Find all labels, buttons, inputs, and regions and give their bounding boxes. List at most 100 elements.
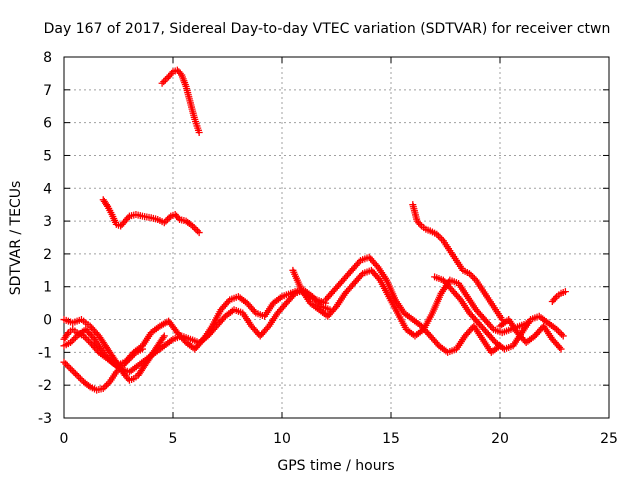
data-point bbox=[263, 324, 271, 332]
data-point bbox=[195, 229, 203, 237]
data-point bbox=[438, 235, 446, 243]
y-tick-label: -3 bbox=[38, 411, 52, 427]
data-point bbox=[434, 232, 442, 240]
data-point bbox=[124, 214, 132, 222]
data-point bbox=[125, 355, 133, 363]
x-tick-label: 15 bbox=[382, 431, 400, 447]
data-points bbox=[60, 66, 569, 394]
data-point bbox=[557, 345, 565, 353]
x-tick-labels: 0 5 10 15 20 25 bbox=[60, 431, 618, 447]
data-point bbox=[124, 357, 132, 365]
data-point bbox=[164, 215, 172, 223]
y-tick-label: 7 bbox=[43, 83, 52, 99]
y-tick-label: -1 bbox=[38, 345, 52, 361]
x-tick-label: 20 bbox=[491, 431, 509, 447]
data-point bbox=[103, 201, 111, 209]
data-point bbox=[465, 270, 473, 278]
chart-title: Day 167 of 2017, Sidereal Day-to-day VTE… bbox=[44, 21, 611, 37]
data-point bbox=[130, 350, 138, 358]
data-point bbox=[112, 368, 120, 376]
y-tick-label: 0 bbox=[43, 313, 52, 329]
x-tick-label: 25 bbox=[600, 431, 618, 447]
data-point bbox=[433, 230, 441, 238]
data-point bbox=[467, 271, 475, 279]
data-point bbox=[122, 358, 130, 366]
y-tick-label: 6 bbox=[43, 116, 52, 132]
data-point bbox=[372, 261, 380, 269]
data-point bbox=[120, 360, 128, 368]
data-point bbox=[551, 294, 559, 302]
y-tick-label: 1 bbox=[43, 280, 52, 296]
data-point bbox=[60, 358, 68, 366]
series-track-high bbox=[158, 66, 203, 136]
y-tick-label: 8 bbox=[43, 50, 52, 66]
data-point bbox=[556, 343, 564, 351]
y-tick-label: 5 bbox=[43, 148, 52, 164]
data-point bbox=[67, 365, 75, 373]
data-point bbox=[160, 78, 168, 86]
data-point bbox=[70, 335, 78, 343]
data-point bbox=[375, 275, 383, 283]
data-point bbox=[83, 335, 91, 343]
data-point bbox=[89, 334, 97, 342]
data-point bbox=[159, 334, 167, 342]
y-tick-label: 3 bbox=[43, 214, 52, 230]
data-point bbox=[436, 234, 444, 241]
series-track-h bbox=[496, 316, 565, 353]
data-point bbox=[559, 332, 567, 340]
data-point bbox=[416, 220, 424, 228]
x-tick-label: 10 bbox=[273, 431, 291, 447]
data-point bbox=[558, 330, 566, 338]
data-point bbox=[357, 271, 365, 279]
y-tick-label: 2 bbox=[43, 247, 52, 263]
series-track-g bbox=[431, 273, 567, 353]
data-point bbox=[355, 258, 363, 266]
x-tick-label: 0 bbox=[60, 431, 69, 447]
data-point bbox=[554, 327, 562, 335]
y-axis-label: SDTVAR / TECUs bbox=[8, 181, 24, 296]
series-track-b bbox=[60, 286, 334, 376]
data-point bbox=[104, 380, 112, 388]
data-point bbox=[63, 330, 71, 338]
data-point bbox=[71, 370, 79, 378]
data-point bbox=[160, 332, 168, 340]
y-tick-label: 4 bbox=[43, 181, 52, 197]
data-point bbox=[176, 69, 184, 77]
data-point bbox=[138, 345, 146, 353]
data-point bbox=[127, 353, 135, 361]
data-point bbox=[556, 329, 564, 337]
data-point bbox=[189, 222, 197, 230]
data-point bbox=[162, 217, 170, 225]
data-point bbox=[316, 301, 324, 309]
data-point bbox=[455, 294, 463, 302]
data-point bbox=[85, 382, 93, 390]
data-point bbox=[158, 79, 166, 87]
data-point bbox=[195, 128, 203, 136]
data-point bbox=[224, 297, 232, 305]
series-track-mid bbox=[99, 196, 203, 237]
data-point bbox=[163, 74, 171, 82]
data-point bbox=[129, 352, 137, 360]
data-point bbox=[68, 337, 76, 345]
data-point bbox=[70, 368, 78, 376]
data-point bbox=[174, 214, 182, 222]
data-point bbox=[469, 273, 477, 281]
data-point bbox=[190, 224, 198, 232]
data-point bbox=[81, 334, 89, 342]
y-tick-labels: -3 -2 -1 0 1 2 3 4 5 6 7 8 bbox=[38, 50, 52, 427]
data-point bbox=[194, 227, 202, 235]
data-point bbox=[165, 214, 173, 222]
data-point bbox=[161, 76, 169, 84]
data-point bbox=[65, 363, 73, 371]
data-point bbox=[68, 366, 76, 374]
data-point bbox=[561, 288, 569, 296]
data-point bbox=[76, 375, 84, 383]
data-point bbox=[85, 337, 93, 345]
data-point bbox=[67, 339, 75, 347]
x-tick-label: 5 bbox=[169, 431, 178, 447]
data-point bbox=[553, 325, 561, 333]
data-point bbox=[168, 69, 176, 77]
series-track-i bbox=[548, 288, 569, 305]
